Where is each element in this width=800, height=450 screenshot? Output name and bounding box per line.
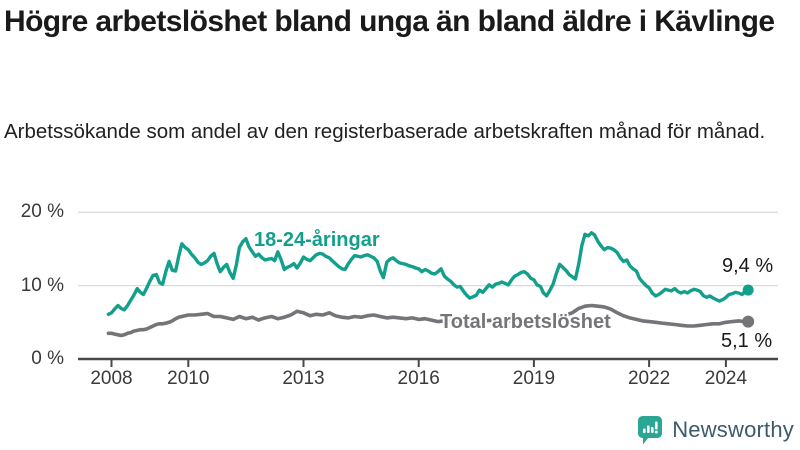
newsworthy-bubble-icon: [637, 415, 663, 445]
youth-end-dot: [742, 284, 754, 296]
newsworthy-logo[interactable]: Newsworthy: [637, 414, 794, 446]
total-end-dot: [742, 315, 755, 328]
page-subtitle: Arbetssökande som andel av den registerb…: [4, 120, 766, 143]
total-line: [106, 303, 751, 338]
page-title: Högre arbetslöshet bland unga än bland ä…: [4, 5, 775, 38]
end-value-label-youth: 9,4 %: [722, 255, 774, 277]
end-value-label-total: 5,1 %: [721, 330, 773, 352]
series-label-total: Total arbetslöshet: [440, 311, 611, 333]
series-label-youth: 18-24-åringar: [254, 229, 380, 251]
youth-line: [106, 231, 750, 316]
newsworthy-wordmark: Newsworthy: [672, 417, 794, 442]
